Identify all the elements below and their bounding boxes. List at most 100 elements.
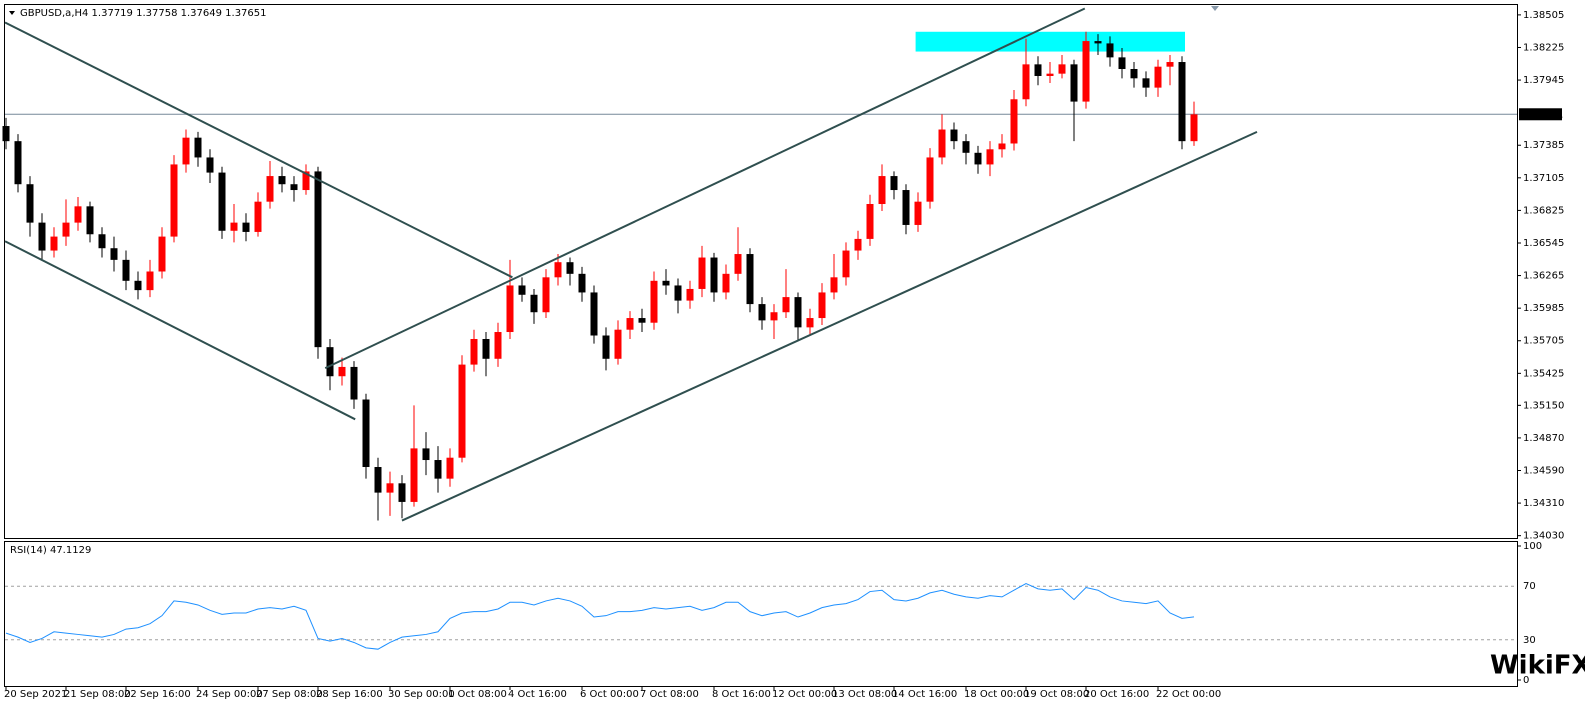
candle-body xyxy=(446,457,454,479)
candle-body xyxy=(626,318,634,330)
candle-body xyxy=(1082,41,1090,102)
candle-body xyxy=(818,292,826,319)
y-tick-label: 1.36545 xyxy=(1523,238,1564,249)
candle-body xyxy=(830,277,838,293)
candle-body xyxy=(350,366,358,400)
candle-body xyxy=(494,332,502,359)
y-tick-label: 1.37385 xyxy=(1523,140,1564,151)
x-tick-label: 22 Sep 16:00 xyxy=(124,689,191,700)
candle-body xyxy=(1058,64,1066,74)
y-tick-label: 1.36825 xyxy=(1523,205,1564,216)
candle-body xyxy=(1094,41,1102,44)
y-tick-label: 1.34310 xyxy=(1523,498,1564,509)
y-tick-label: 30 xyxy=(1523,635,1536,646)
candle-body xyxy=(614,329,622,359)
candle-body xyxy=(1166,62,1174,67)
y-tick-label: 100 xyxy=(1523,541,1542,552)
candle-body xyxy=(638,318,646,323)
candle-body xyxy=(650,280,658,323)
candle-body xyxy=(662,280,670,286)
candle-body xyxy=(782,297,790,313)
candle-body xyxy=(914,201,922,225)
candle-body xyxy=(278,176,286,185)
candle-body xyxy=(410,448,418,502)
candle-body xyxy=(110,248,118,260)
candle-body xyxy=(2,126,10,142)
candle-body xyxy=(218,172,226,231)
trend-line xyxy=(324,7,1086,369)
x-tick-label: 18 Oct 00:00 xyxy=(964,689,1029,700)
y-tick-label: 70 xyxy=(1523,581,1536,592)
y-tick-label: 1.34870 xyxy=(1523,433,1564,444)
x-tick-label: 30 Sep 00:00 xyxy=(388,689,455,700)
x-tick-label: 12 Oct 00:00 xyxy=(772,689,837,700)
candle-body xyxy=(710,257,718,293)
candle-body xyxy=(794,297,802,328)
x-tick-label: 6 Oct 00:00 xyxy=(580,689,639,700)
candle-body xyxy=(290,184,298,191)
candle-body xyxy=(50,236,58,251)
shift-marker xyxy=(1211,6,1219,11)
candle-body xyxy=(842,250,850,278)
candle-body xyxy=(962,141,970,153)
y-tick-label: 0 xyxy=(1523,675,1529,686)
candle-body xyxy=(38,222,46,251)
candle-body xyxy=(146,271,154,291)
candle-body xyxy=(14,141,22,185)
candle-body xyxy=(482,338,490,359)
x-tick-label: 20 Oct 16:00 xyxy=(1084,689,1149,700)
price-label: 1.37651 xyxy=(1522,109,1563,120)
x-tick-label: 24 Sep 00:00 xyxy=(196,689,263,700)
candle-body xyxy=(122,259,130,281)
candle-body xyxy=(1178,62,1186,142)
candle-body xyxy=(578,273,586,293)
candle-body xyxy=(686,288,694,301)
candle-body xyxy=(566,262,574,274)
candle-body xyxy=(926,157,934,202)
x-tick-label: 19 Oct 08:00 xyxy=(1024,689,1089,700)
resistance-zone xyxy=(915,31,1185,52)
candle-body xyxy=(302,171,310,191)
x-tick-label: 27 Sep 08:00 xyxy=(256,689,323,700)
y-tick-label: 1.38505 xyxy=(1523,10,1564,21)
candle-body xyxy=(1142,78,1150,88)
candle-body xyxy=(422,448,430,461)
menu-arrow[interactable] xyxy=(9,11,15,15)
candle-body xyxy=(986,149,994,165)
candle-body xyxy=(374,467,382,493)
candle-body xyxy=(734,254,742,274)
candle-body xyxy=(878,176,886,205)
candle-body xyxy=(86,206,94,235)
candle-body xyxy=(158,236,166,272)
candle-body xyxy=(62,222,70,237)
candle-body xyxy=(518,285,526,295)
candle-body xyxy=(194,137,202,158)
candle-body xyxy=(602,335,610,359)
candle-body xyxy=(434,460,442,479)
candle-body xyxy=(458,364,466,458)
x-tick-label: 28 Sep 16:00 xyxy=(316,689,383,700)
candle-body xyxy=(1034,64,1042,76)
candle-body xyxy=(890,176,898,191)
y-tick-label: 1.35705 xyxy=(1523,336,1564,347)
rsi-panel xyxy=(4,541,1518,687)
trend-line xyxy=(401,130,1258,522)
candle-body xyxy=(950,129,958,142)
candle-body xyxy=(938,129,946,158)
price-panel xyxy=(4,4,1518,539)
candle-body xyxy=(554,262,562,278)
candle-body xyxy=(242,222,250,232)
candle-body xyxy=(470,338,478,365)
candle-body xyxy=(74,206,82,223)
x-tick-label: 22 Oct 00:00 xyxy=(1156,689,1221,700)
candle-body xyxy=(806,318,814,328)
candle-body xyxy=(998,143,1006,150)
candle-body xyxy=(854,238,862,251)
trend-line xyxy=(4,21,513,279)
y-tick-label: 1.35985 xyxy=(1523,303,1564,314)
candle-body xyxy=(1010,99,1018,144)
candle-body xyxy=(1130,69,1138,79)
x-tick-label: 13 Oct 08:00 xyxy=(832,689,897,700)
y-tick-label: 1.35150 xyxy=(1523,400,1564,411)
candle-body xyxy=(398,483,406,502)
